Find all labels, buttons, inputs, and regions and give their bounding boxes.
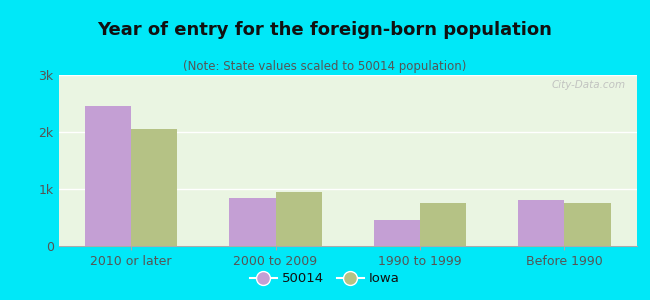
- Bar: [84, 106, 131, 246]
- Bar: [131, 129, 177, 246]
- Legend: 50014, Iowa: 50014, Iowa: [245, 267, 405, 290]
- Bar: [229, 198, 276, 246]
- Bar: [564, 203, 611, 246]
- Text: Year of entry for the foreign-born population: Year of entry for the foreign-born popul…: [98, 21, 552, 39]
- Bar: [518, 200, 564, 246]
- Text: (Note: State values scaled to 50014 population): (Note: State values scaled to 50014 popu…: [183, 60, 467, 73]
- Bar: [420, 203, 466, 246]
- Bar: [374, 220, 420, 246]
- Text: City-Data.com: City-Data.com: [551, 80, 625, 90]
- Bar: [276, 192, 322, 246]
